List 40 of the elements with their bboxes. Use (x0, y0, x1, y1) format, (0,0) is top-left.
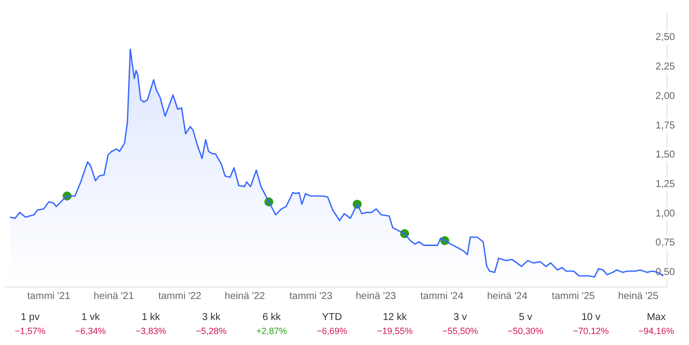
text: 1 vk (80, 312, 101, 323)
x-tick-label: heinä '22 (224, 290, 266, 302)
text: −5,28% (196, 326, 227, 336)
y-tick-label: 1,50 (656, 150, 676, 161)
y-tick-label: 2,25 (656, 62, 676, 73)
text: 1 pv (20, 312, 41, 323)
text: −70,12% (573, 326, 609, 336)
y-tick-label: 2,00 (656, 90, 676, 102)
text: 10 v (580, 312, 602, 323)
text: −19,55% (376, 326, 413, 336)
text: Max (646, 312, 667, 323)
x-tick-label: tammi '23 (289, 290, 333, 302)
text: −6,69% (316, 326, 348, 336)
y-tick-label: 0,75 (656, 238, 676, 249)
text: 6 kk (261, 312, 282, 323)
text: 3 kk (201, 312, 222, 323)
text: 12 kk (382, 312, 408, 323)
text: −55,50% (442, 326, 478, 336)
x-tick-label: tammi '24 (420, 290, 464, 302)
x-tick-label: tammi '21 (27, 290, 71, 302)
x-tick-label: heinä '24 (487, 290, 528, 302)
text: −3,83% (136, 326, 166, 336)
text: 1 kk (140, 312, 162, 323)
text: −50,30% (508, 326, 544, 336)
y-tick-label: 1,25 (656, 179, 676, 190)
text: 5 v (518, 312, 534, 323)
x-tick-label: heinä '21 (94, 290, 134, 302)
x-tick-label: heinä '25 (618, 290, 659, 302)
text: +2,87% (256, 326, 287, 336)
text: YTD (320, 312, 343, 323)
x-tick-label: heinä '23 (356, 290, 396, 302)
y-tick-label: 1,00 (656, 208, 676, 220)
y-tick-label: 1,75 (656, 120, 676, 132)
x-tick-label: tammi '22 (158, 290, 202, 302)
x-tick-label: tammi '25 (552, 290, 596, 302)
text: −1,57% (14, 326, 46, 336)
text: −6,34% (75, 326, 106, 336)
text: −94,16% (638, 326, 674, 336)
text: 3 v (452, 312, 468, 323)
y-tick-label: 2,50 (656, 32, 676, 44)
